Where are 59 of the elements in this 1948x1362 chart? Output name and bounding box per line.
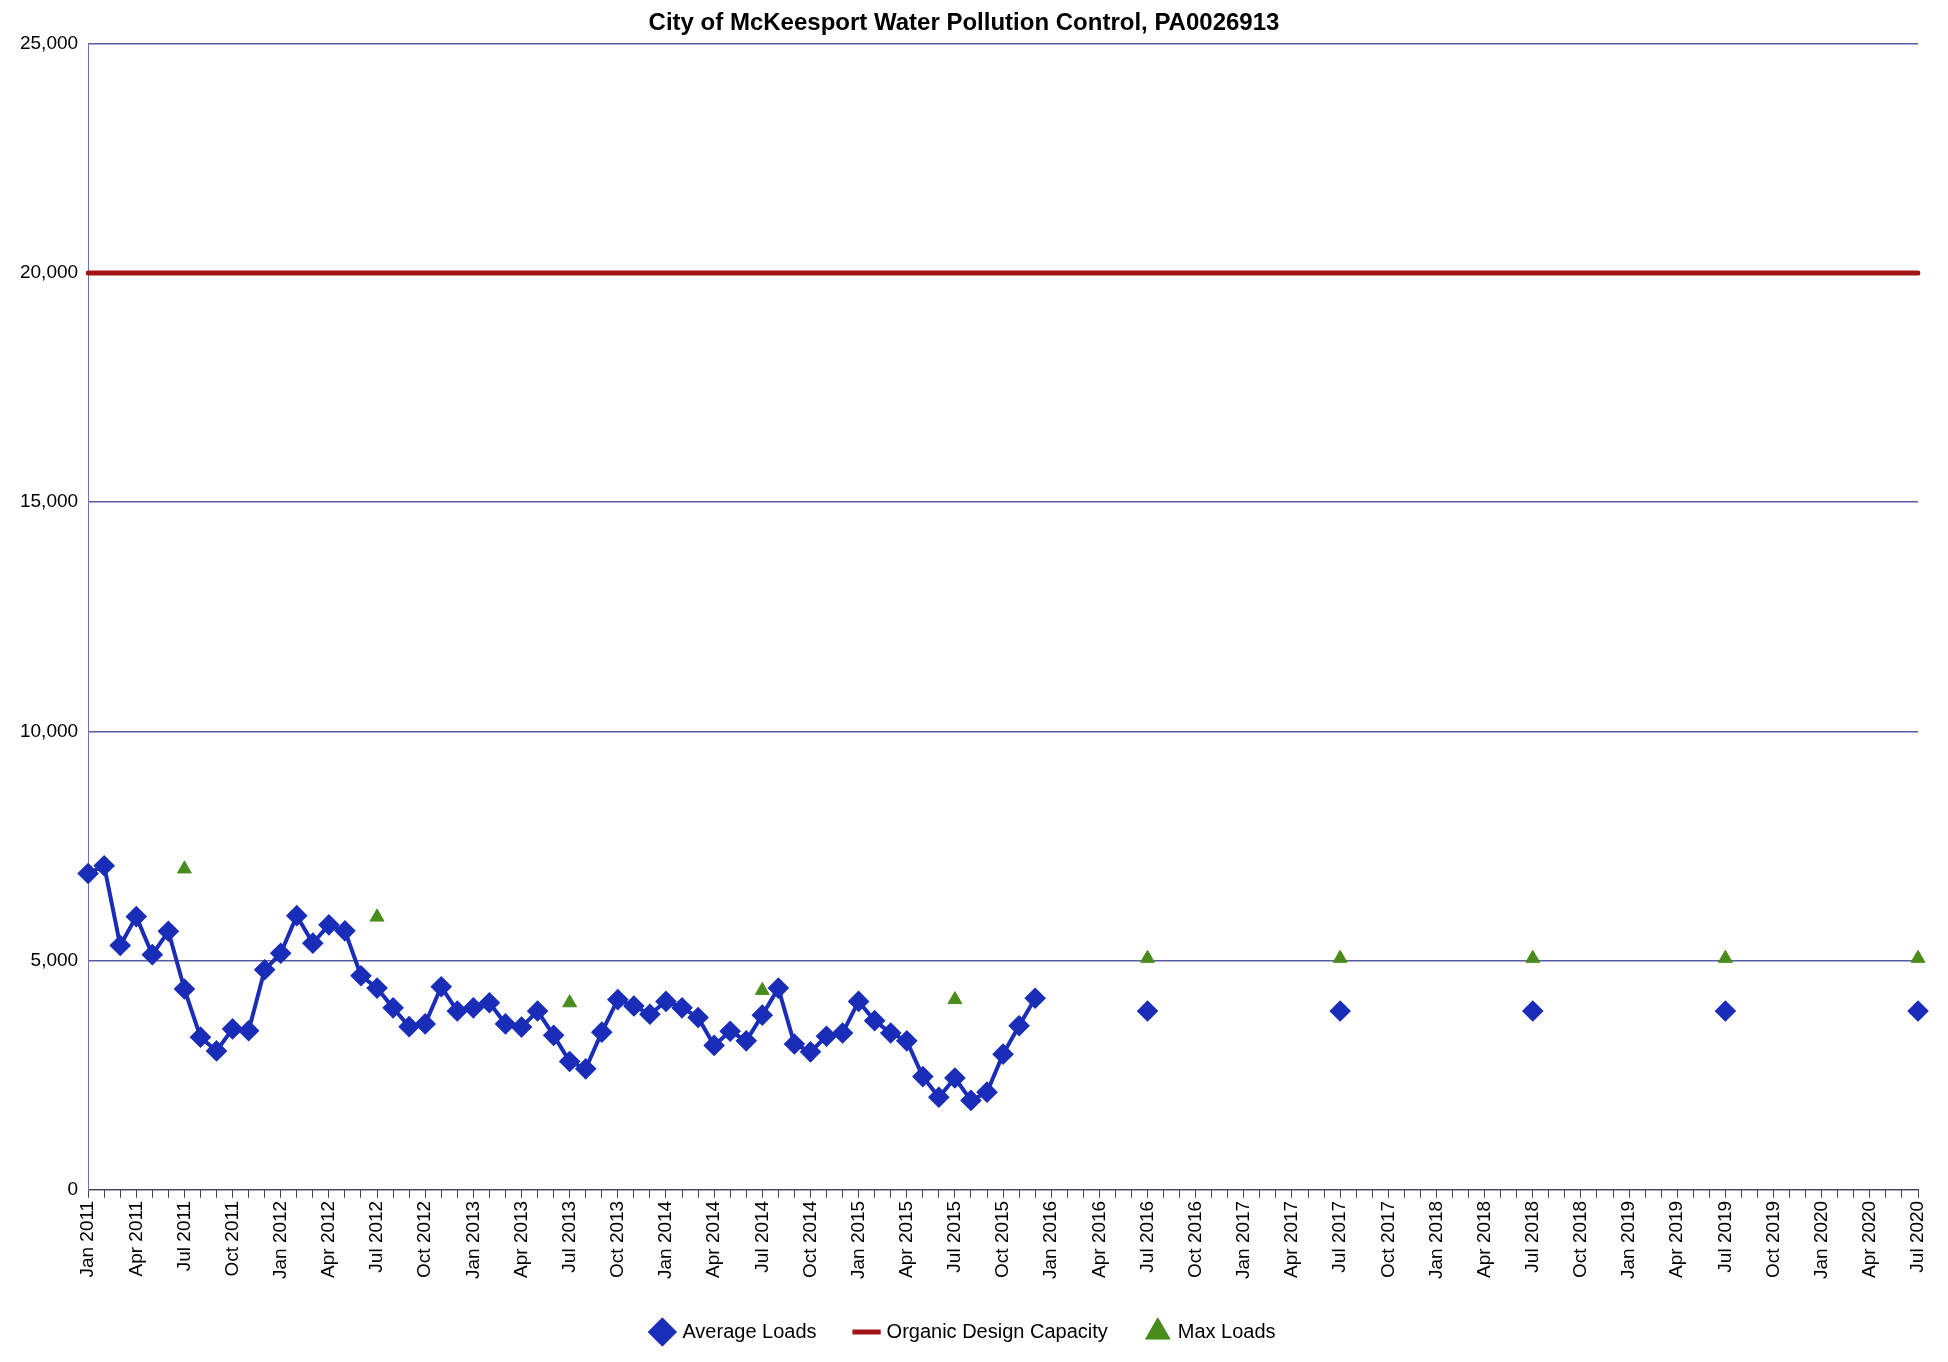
x-tick-label: Jan 2016 [1039,1200,1061,1280]
y-tick-label: 15,000 [19,490,79,512]
x-tick-label: Jan 2012 [268,1200,290,1280]
x-tick-label: Oct 2018 [1569,1200,1591,1278]
x-tick-label: Apr 2014 [702,1200,724,1278]
x-tick-label: Apr 2016 [1087,1200,1109,1278]
x-tick-label: Apr 2020 [1858,1200,1880,1278]
y-tick-label: 25,000 [19,32,79,54]
point [1525,949,1541,963]
x-tick-label: Oct 2019 [1761,1200,1783,1278]
x-tick-label: Jul 2016 [1135,1200,1157,1273]
x-tick-label: Oct 2016 [1183,1200,1205,1278]
x-tick-label: Jan 2020 [1809,1200,1831,1280]
point [177,860,192,874]
point [947,991,963,1005]
legend-label: Average Loads [682,1319,817,1342]
point [1717,949,1733,963]
x-tick-label: Jan 2014 [654,1200,676,1280]
x-tick-label: Jan 2015 [846,1200,868,1280]
x-tick-label: Jul 2012 [365,1200,387,1273]
x-tick-label: Jan 2013 [461,1200,483,1280]
x-tick-label: Jul 2013 [557,1200,579,1273]
point [1332,949,1348,963]
x-tick-label: Oct 2013 [606,1200,628,1278]
chart-title: City of McKeesport Water Pollution Control, PA0026913 [648,8,1280,36]
legend-label: Max Loads [1177,1319,1276,1342]
x-tick-label: Apr 2011 [124,1200,146,1277]
x-tick-label: Apr 2013 [509,1200,531,1278]
x-tick-label: Oct 2017 [1376,1200,1398,1278]
x-tick-label: Jul 2018 [1521,1200,1542,1273]
point [1140,949,1155,963]
x-tick-label: Jul 2020 [1906,1200,1928,1273]
point [1910,949,1926,963]
x-tick-label: Oct 2015 [991,1200,1013,1278]
x-tick-label: Apr 2015 [894,1200,916,1278]
y-tick-label: 10,000 [19,719,79,741]
x-tick-label: Apr 2018 [1472,1200,1494,1278]
point [369,908,385,922]
point [562,994,578,1008]
x-tick-label: Oct 2011 [220,1200,242,1277]
x-tick-label: Jul 2011 [172,1200,194,1272]
x-tick-label: Apr 2012 [317,1200,339,1278]
x-tick-label: Oct 2012 [413,1200,435,1278]
y-tick-label: 0 [67,1178,79,1200]
x-tick-label: Oct 2014 [798,1200,820,1278]
x-tick-label: Jul 2014 [750,1200,772,1273]
x-tick-label: Jan 2011 [76,1200,98,1278]
y-tick-label: 20,000 [19,261,79,283]
x-tick-label: Jul 2019 [1713,1200,1735,1273]
x-tick-label: Jul 2017 [1328,1200,1350,1273]
legend-label: Organic Design Capacity [886,1319,1108,1342]
x-tick-label: Jul 2015 [943,1200,965,1273]
x-tick-label: Apr 2017 [1280,1200,1302,1278]
x-tick-label: Jan 2019 [1617,1200,1639,1280]
x-tick-label: Jan 2017 [1232,1200,1254,1280]
x-tick-label: Apr 2019 [1665,1200,1687,1278]
x-tick-label: Jan 2018 [1424,1200,1446,1280]
point [754,981,770,995]
y-tick-label: 5,000 [30,948,79,970]
